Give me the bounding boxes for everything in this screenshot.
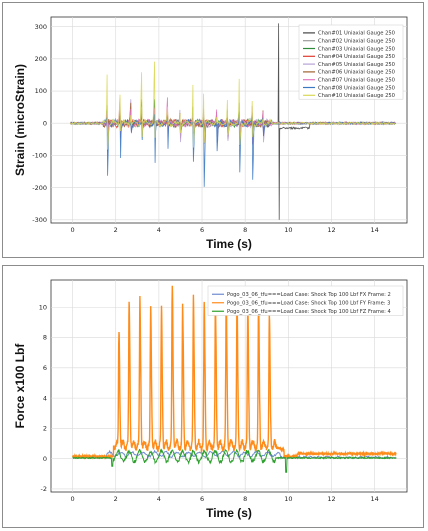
- strain-x-tick-label: 6: [200, 226, 204, 234]
- strain-x-axis-label: Time (s): [206, 237, 252, 251]
- force-x-tick-label: 8: [243, 495, 247, 503]
- strain-legend: Chan#01 Uniaxial Gauge 250 Chan#02 Uniaxi…: [298, 24, 404, 100]
- strain-y-axis-label: Strain (microStrain): [13, 64, 27, 176]
- force-x-tick-label: 12: [327, 495, 335, 503]
- strain-x-tick-label: 4: [157, 226, 161, 234]
- force-series-fz-line: [72, 448, 397, 473]
- strain-x-tick-label: 0: [71, 226, 75, 234]
- strain-x-tick-label: 14: [370, 226, 378, 234]
- strain-y-tick-label: 0: [43, 119, 47, 127]
- force-y-axis-label: Force x100 Lbf: [13, 343, 27, 429]
- strain-legend-entry: Chan#06 Uniaxial Gauge 250: [318, 70, 395, 76]
- strain-chart-panel: 0 2 4 6 8 10 12 14 -300 -200 -100 0 100 200 300 Time (s…: [2, 2, 424, 258]
- strain-legend-entry: Chan#10 Uniaxial Gauge 250: [318, 93, 395, 99]
- strain-legend-entry: Chan#01 Uniaxial Gauge 250: [318, 31, 395, 37]
- strain-x-tick-label: 2: [114, 226, 118, 234]
- force-y-tick-label: 10: [39, 303, 47, 311]
- force-x-tick-label: 2: [114, 495, 118, 503]
- force-x-tick-label: 4: [157, 495, 161, 503]
- force-x-tick-label: 6: [200, 495, 204, 503]
- strain-x-tick-label: 10: [284, 226, 292, 234]
- strain-legend-entry: Chan#07 Uniaxial Gauge 250: [318, 78, 395, 84]
- strain-x-tick-label: 12: [327, 226, 335, 234]
- strain-y-tick-label: 300: [35, 23, 47, 31]
- force-legend-entry: Pogo_03_06_tfu===Load Case: Shock Top 10…: [227, 309, 392, 315]
- force-x-tick-label: 0: [71, 495, 75, 503]
- strain-y-tick-label: 200: [35, 55, 47, 63]
- force-series-fy-line: [71, 285, 397, 460]
- strain-y-tick-label: -200: [32, 184, 47, 192]
- force-y-tick-label: 8: [43, 334, 47, 342]
- force-x-axis-label: Time (s): [206, 506, 252, 520]
- strain-chart: 0 2 4 6 8 10 12 14 -300 -200 -100 0 100 200 300 Time (s…: [13, 16, 408, 251]
- strain-series-line: [70, 61, 396, 150]
- force-y-tick-label: -2: [41, 485, 47, 493]
- force-x-tick-label: 10: [284, 495, 292, 503]
- strain-legend-entry: Chan#02 Uniaxial Gauge 250: [318, 39, 395, 45]
- strain-legend-entry: Chan#05 Uniaxial Gauge 250: [318, 62, 395, 68]
- force-legend-box: [207, 285, 404, 316]
- strain-legend-box: [298, 24, 404, 100]
- force-y-tick-label: 6: [43, 364, 47, 372]
- force-y-tick-label: 2: [43, 425, 47, 433]
- force-y-tick-label: 4: [43, 394, 47, 402]
- strain-legend-entry: Chan#04 Uniaxial Gauge 250: [318, 54, 395, 60]
- strain-legend-entry: Chan#03 Uniaxial Gauge 250: [318, 46, 395, 52]
- strain-y-tick-label: 100: [35, 87, 47, 95]
- strain-y-tick-label: -300: [32, 216, 47, 224]
- strain-x-tick-label: 8: [243, 226, 247, 234]
- force-x-tick-label: 14: [370, 495, 378, 503]
- force-chart-panel: 0 2 4 6 8 10 12 14 -2 0 2 4 6 8 10 Time (s) Force x100 L…: [2, 265, 424, 528]
- force-y-tick-label: 0: [43, 455, 47, 463]
- strain-y-tick-label: -100: [32, 152, 47, 160]
- force-legend: Pogo_03_06_tfu===Load Case: Shock Top 10…: [207, 285, 404, 316]
- force-legend-entry: Pogo_03_06_tfu===Load Case: Shock Top 10…: [227, 301, 390, 307]
- strain-legend-entry: Chan#08 Uniaxial Gauge 250: [318, 85, 395, 91]
- force-chart: 0 2 4 6 8 10 12 14 -2 0 2 4 6 8 10 Time (s) Force x100 L…: [13, 279, 408, 520]
- force-legend-entry: Pogo_03_06_tfu===Load Case: Shock Top 10…: [227, 292, 391, 298]
